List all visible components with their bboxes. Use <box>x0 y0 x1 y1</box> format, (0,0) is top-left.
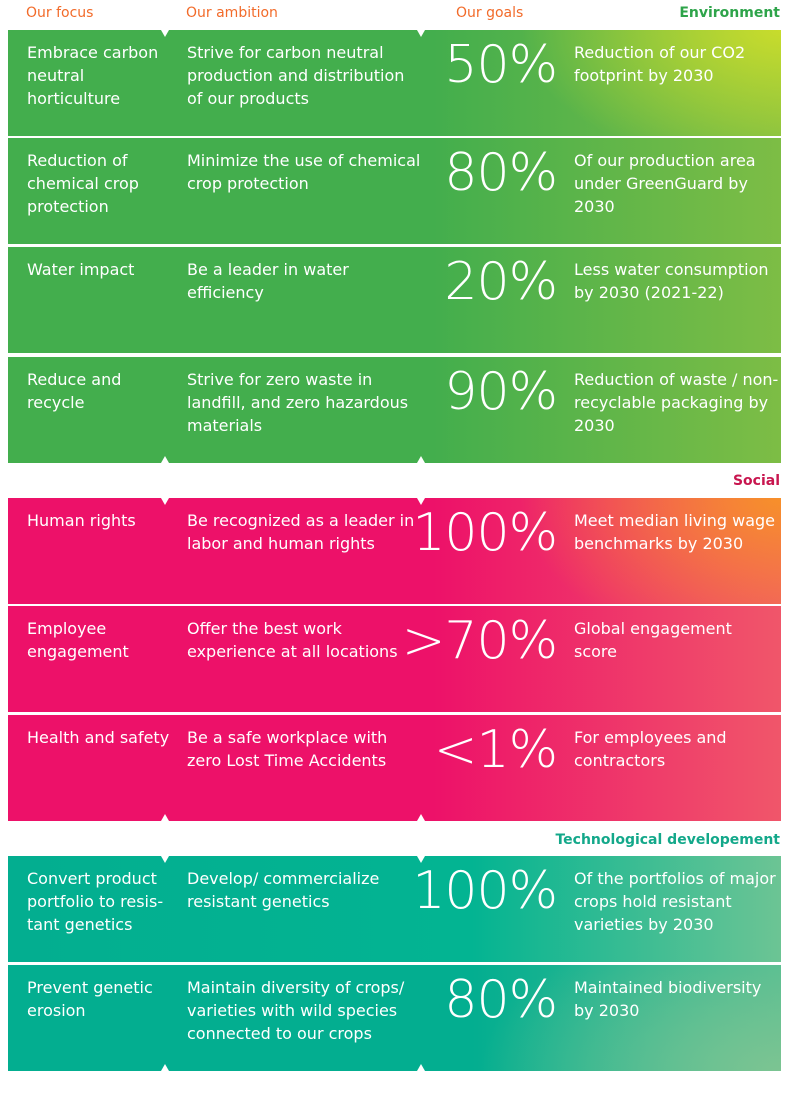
notch-marker <box>161 856 169 863</box>
ambition-text: Strive for zero waste in landfill, and z… <box>187 370 409 435</box>
focus-text: Human rights <box>27 511 136 530</box>
goal-row: Prevent genetic erosion Maintain diversit… <box>8 965 781 1071</box>
ambition-text: Develop/ commercialize resistant genetic… <box>187 869 380 911</box>
ambition-text: Strive for carbon neutral production and… <box>187 43 405 108</box>
goal-description: Maintained biodiversity by 2030 <box>574 978 762 1020</box>
goal-row: Embrace carbon neutral horticulture Striv… <box>8 30 781 136</box>
focus-text: Reduce and recycle <box>27 370 122 412</box>
focus-text: Embrace carbon neutral horticulture <box>27 43 159 108</box>
goal-description: For employees and contractors <box>574 728 727 770</box>
ambition-text: Be a safe workplace with zero Lost Time … <box>187 728 388 770</box>
goal-row: Human rights Be recognized as a leader in… <box>8 498 781 604</box>
goal-description: Meet median living wage benchmarks by 20… <box>574 511 775 553</box>
focus-text: Employee engagement <box>27 619 129 661</box>
goal-description: Reduction of waste / non-recyclable pack… <box>574 370 779 435</box>
notch-marker <box>417 30 425 37</box>
focus-text: Convert product portfolio to resis-tant … <box>27 869 164 934</box>
notch-marker <box>417 498 425 505</box>
header-our-focus: Our focus <box>26 5 94 21</box>
notch-marker <box>417 1064 425 1071</box>
notch-marker <box>161 814 169 821</box>
goal-row: Water impact Be a leader in water efficie… <box>8 247 781 353</box>
category-label-social: Social <box>732 473 780 489</box>
goal-value: 50% <box>444 35 558 95</box>
goal-value: 100% <box>412 503 558 563</box>
goal-value: >70% <box>401 611 558 671</box>
goal-row: Health and safety Be a safe workplace wit… <box>8 715 781 821</box>
ambition-text: Be a leader in water efficiency <box>187 260 349 302</box>
goal-value: 80% <box>444 143 558 203</box>
goal-value: 100% <box>412 861 558 921</box>
notch-marker <box>417 856 425 863</box>
ambition-text: Be recognized as a leader in labor and h… <box>187 511 415 553</box>
goal-value: 90% <box>444 362 558 422</box>
goal-description: Less water consumption by 2030 (2021-22) <box>574 260 769 302</box>
ambition-text: Offer the best work experience at all lo… <box>187 619 398 661</box>
focus-text: Prevent genetic erosion <box>27 978 153 1020</box>
goal-row: Reduce and recycle Strive for zero waste … <box>8 357 781 463</box>
category-label-environment: Environment <box>679 5 780 21</box>
header-our-goals: Our goals <box>456 5 524 21</box>
notch-marker <box>161 1064 169 1071</box>
goal-row: Reduction of chemical crop protection Min… <box>8 138 781 244</box>
goal-description: Reduction of our CO2 footprint by 2030 <box>574 43 746 85</box>
notch-marker <box>161 30 169 37</box>
goal-value: 80% <box>444 970 558 1030</box>
category-label-technology: Technological developement <box>555 832 780 848</box>
ambition-text: Maintain diversity of crops/ varieties w… <box>187 978 405 1043</box>
focus-text: Water impact <box>27 260 135 279</box>
goal-description: Global engagement score <box>574 619 732 661</box>
header-our-ambition: Our ambition <box>186 5 278 21</box>
notch-marker <box>417 456 425 463</box>
ambition-text: Minimize the use of chemical crop protec… <box>187 151 421 193</box>
notch-marker <box>161 498 169 505</box>
goal-description: Of the portfolios of major crops hold re… <box>574 869 776 934</box>
goal-value: <1% <box>433 720 558 780</box>
goal-row: Employee engagement Offer the best work e… <box>8 606 781 712</box>
goal-value: 20% <box>444 252 558 312</box>
goal-row: Convert product portfolio to resis-tant … <box>8 856 781 962</box>
notch-marker <box>161 456 169 463</box>
focus-text: Health and safety <box>27 728 170 747</box>
goal-description: Of our production area under GreenGuard … <box>574 151 756 216</box>
notch-marker <box>417 814 425 821</box>
focus-text: Reduction of chemical crop protection <box>27 151 139 216</box>
